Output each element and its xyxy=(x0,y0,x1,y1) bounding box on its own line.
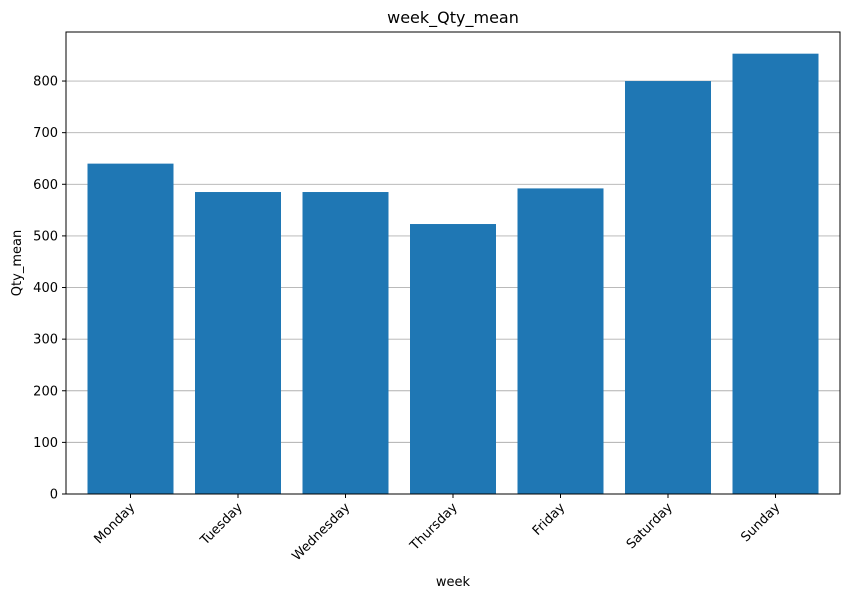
x-tick-label: Tuesday xyxy=(197,500,246,549)
y-axis-ticks: 0 100 200 300 400 500 600 700 800 xyxy=(33,75,66,503)
y-tick-label: 400 xyxy=(33,281,58,296)
y-tick-label: 800 xyxy=(33,75,58,90)
chart-title: week_Qty_mean xyxy=(387,8,519,28)
y-tick-label: 500 xyxy=(33,229,58,244)
y-tick-label: 300 xyxy=(33,333,58,348)
y-tick-label: 0 xyxy=(50,488,58,503)
bar xyxy=(195,192,281,494)
x-tick-label: Wednesday xyxy=(290,500,354,564)
y-tick-label: 100 xyxy=(33,436,58,451)
bars-layer xyxy=(87,53,819,495)
y-tick-label: 700 xyxy=(33,126,58,141)
x-tick-label: Monday xyxy=(91,500,138,547)
x-tick-label: Thursday xyxy=(407,500,461,554)
x-tick-label: Friday xyxy=(530,500,569,539)
y-tick-label: 200 xyxy=(33,384,58,399)
bar xyxy=(410,224,496,495)
bar xyxy=(302,192,389,494)
y-axis-label: Qty_mean xyxy=(10,230,25,296)
bar xyxy=(517,188,604,494)
x-tick-label: Sunday xyxy=(738,500,783,545)
x-tick-label: Saturday xyxy=(624,500,676,552)
y-tick-label: 600 xyxy=(33,178,58,193)
bar xyxy=(732,53,819,494)
x-axis-ticks: Monday Tuesday Wednesday Thursday Friday Satu… xyxy=(91,494,784,564)
bar xyxy=(87,163,174,494)
x-axis-label: week xyxy=(436,575,471,590)
bar xyxy=(625,81,711,494)
